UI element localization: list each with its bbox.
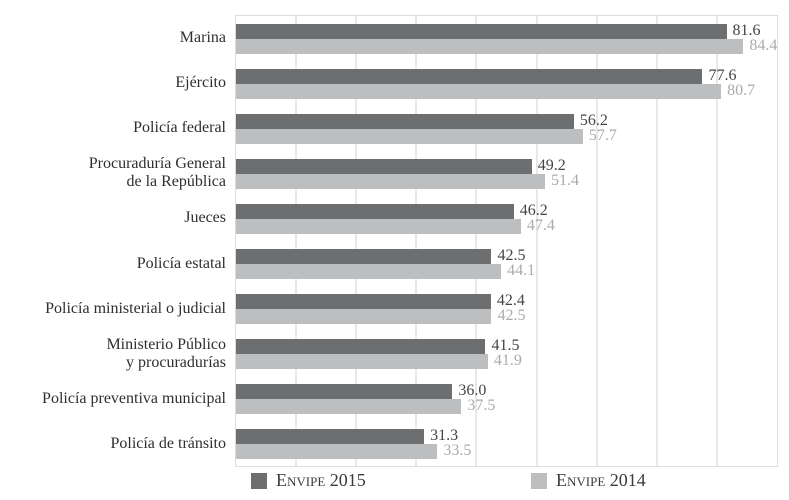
legend-swatch-envipe-2015	[251, 472, 267, 489]
bar-envipe-2014: 80.7	[236, 82, 755, 99]
category-label: Ejército	[175, 73, 226, 91]
bar-envipe-2014: 37.5	[236, 397, 495, 414]
legend-item-envipe-2015: Envipe 2015	[251, 470, 366, 491]
value-label-envipe-2015: 42.5	[497, 247, 526, 264]
gridline	[355, 16, 358, 466]
bar-group: 77.6 80.7	[236, 61, 777, 106]
category-label: Policía de tránsito	[110, 435, 226, 453]
value-label-envipe-2015: 56.2	[579, 112, 608, 129]
bar-envipe-2014: 84.4	[236, 37, 777, 54]
value-label-envipe-2014: 33.5	[443, 442, 472, 459]
gridline	[295, 16, 298, 466]
value-label-envipe-2014: 80.7	[727, 82, 756, 99]
category-label: Policía ministerial o judicial	[45, 299, 226, 317]
category-label: Jueces	[184, 209, 226, 227]
value-label-envipe-2014: 37.5	[467, 397, 496, 414]
legend-item-envipe-2014: Envipe 2014	[531, 470, 646, 491]
bar-envipe-2015: 81.6	[236, 22, 761, 39]
value-label-envipe-2014: 84.4	[749, 37, 778, 54]
category-axis: Marina Ejército Policía federal Procuradurí…	[0, 15, 226, 467]
bar-envipe-2015: 56.2	[236, 112, 608, 129]
plot-area: 81.6 84.4 77.6 80.7 56.2 57.7 49.2 51.4 46.2 47.4…	[235, 15, 778, 467]
gridline	[475, 16, 478, 466]
value-label-envipe-2014: 42.5	[497, 307, 526, 324]
bar-envipe-2014: 33.5	[236, 442, 471, 459]
value-label-envipe-2015: 49.2	[537, 157, 566, 174]
gridline	[595, 16, 598, 466]
gridline	[655, 16, 658, 466]
bar-group: 31.3 33.5	[236, 421, 777, 466]
gridline	[535, 16, 538, 466]
bar-envipe-2014: 44.1	[236, 262, 535, 279]
bar-envipe-2015: 42.4	[236, 292, 525, 309]
gridline	[715, 16, 718, 466]
category-label: Marina	[179, 28, 226, 46]
value-label-envipe-2015: 31.3	[430, 427, 459, 444]
value-label-envipe-2014: 47.4	[526, 217, 555, 234]
category-label: Policía preventiva municipal	[42, 390, 226, 408]
bar-group: 42.4 42.5	[236, 286, 777, 331]
bar-envipe-2015: 42.5	[236, 247, 525, 264]
bar-envipe-2014: 51.4	[236, 172, 579, 189]
bar-group: 41.5 41.9	[236, 331, 777, 376]
bar-group: 56.2 57.7	[236, 106, 777, 151]
bar-envipe-2014: 41.9	[236, 352, 522, 369]
value-label-envipe-2015: 42.4	[496, 292, 525, 309]
bar-group: 49.2 51.4	[236, 151, 777, 196]
legend-label-envipe-2014: Envipe 2014	[556, 470, 646, 490]
bar-group: 42.5 44.1	[236, 241, 777, 286]
category-label: Policía federal	[133, 119, 226, 137]
gridline	[415, 16, 418, 466]
bar-group: 81.6 84.4	[236, 16, 777, 61]
value-label-envipe-2014: 44.1	[507, 262, 536, 279]
value-label-envipe-2015: 77.6	[708, 67, 737, 84]
value-label-envipe-2014: 41.9	[493, 352, 522, 369]
category-label: Procuraduría General de la República	[88, 155, 226, 191]
category-label: Policía estatal	[136, 254, 226, 272]
bar-group: 46.2 47.4	[236, 196, 777, 241]
bar-envipe-2015: 41.5	[236, 337, 519, 354]
bar-envipe-2014: 42.5	[236, 307, 525, 324]
value-label-envipe-2015: 81.6	[732, 22, 761, 39]
category-label: Ministerio Público y procuradurías	[106, 336, 226, 372]
bar-group: 36.0 37.5	[236, 376, 777, 421]
bar-envipe-2015: 46.2	[236, 202, 548, 219]
value-label-envipe-2014: 51.4	[550, 172, 579, 189]
legend-swatch-envipe-2014	[531, 472, 547, 489]
bar-envipe-2015: 36.0	[236, 382, 486, 399]
value-label-envipe-2015: 46.2	[519, 202, 548, 219]
bar-envipe-2014: 47.4	[236, 217, 555, 234]
bar-envipe-2015: 49.2	[236, 157, 566, 174]
bar-envipe-2015: 77.6	[236, 67, 736, 84]
bar-envipe-2014: 57.7	[236, 127, 617, 144]
value-label-envipe-2014: 57.7	[588, 127, 617, 144]
value-label-envipe-2015: 41.5	[491, 337, 520, 354]
legend-label-envipe-2015: Envipe 2015	[276, 470, 366, 490]
bar-envipe-2015: 31.3	[236, 427, 458, 444]
value-label-envipe-2015: 36.0	[458, 382, 487, 399]
